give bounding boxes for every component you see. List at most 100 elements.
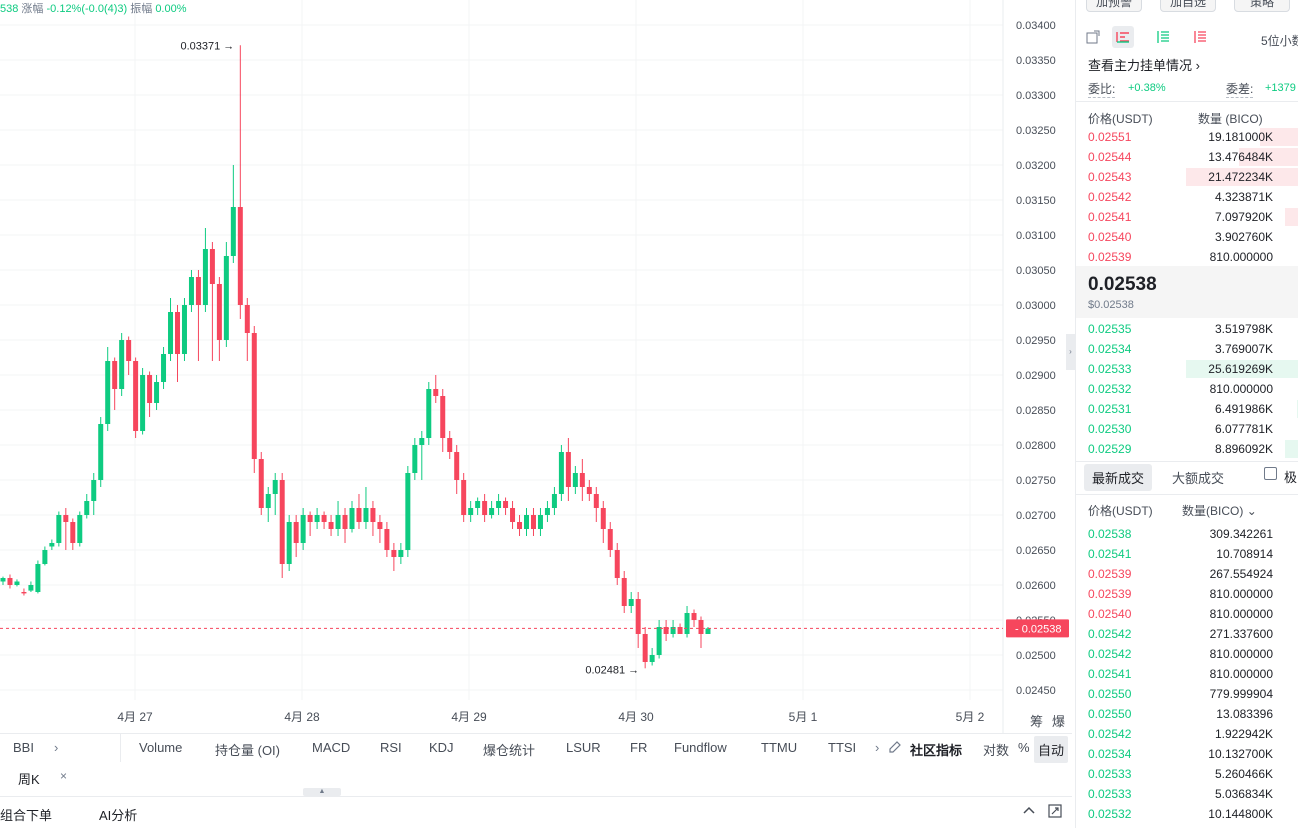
- orderbook-asks-icon[interactable]: [1193, 30, 1207, 47]
- edit-icon[interactable]: [889, 741, 901, 756]
- percent-scale-toggle[interactable]: %: [1018, 740, 1030, 755]
- extreme-checkbox[interactable]: [1264, 467, 1277, 480]
- ask-row[interactable]: 0.02551 19.181000K: [1076, 127, 1298, 147]
- bid-row[interactable]: 0.02529 8.896092K: [1076, 439, 1298, 459]
- candle-body: [363, 508, 369, 522]
- trade-price: 0.02542: [1088, 727, 1132, 741]
- bid-row[interactable]: 0.02531 6.491986K: [1076, 399, 1298, 419]
- community-indicators[interactable]: 社区指标: [910, 743, 963, 758]
- bid-row[interactable]: 0.02533 25.619269K: [1076, 359, 1298, 379]
- order-quantity: 3.902760K: [1214, 230, 1273, 244]
- quantity-column-header: 数量 (BICO): [1198, 112, 1263, 126]
- x-tick-label: 4月 30: [618, 710, 654, 724]
- log-scale-toggle[interactable]: 对数: [983, 743, 1010, 758]
- orderbook-default-icon[interactable]: [1112, 26, 1134, 48]
- ask-row[interactable]: 0.02542 4.323871K: [1076, 187, 1298, 207]
- combo-order-tab[interactable]: 组合下单: [0, 808, 53, 823]
- candle-body: [154, 382, 160, 403]
- y-tick-label: 0.03250: [1016, 125, 1056, 137]
- indicator-8[interactable]: Fundflow: [674, 740, 727, 755]
- amplitude-label: 振幅: [130, 3, 153, 15]
- precision-select[interactable]: 5位小数: [1261, 34, 1298, 48]
- panel-collapse-handle[interactable]: ▲: [303, 788, 341, 796]
- add-alert-button[interactable]: 加预警: [1086, 0, 1142, 12]
- indicator-4[interactable]: KDJ: [429, 740, 454, 755]
- trade-row: 0.02550 779.999904: [1076, 684, 1298, 704]
- y-tick-label: 0.02900: [1016, 370, 1056, 382]
- extreme-label: 极: [1284, 470, 1298, 485]
- trade-qty-header-label: 数量(BICO): [1182, 504, 1244, 518]
- candle-body: [496, 501, 502, 508]
- candle-body: [279, 480, 285, 564]
- chevron-up-icon[interactable]: [1022, 804, 1036, 821]
- indicator-2[interactable]: MACD: [312, 740, 351, 755]
- ask-row[interactable]: 0.02539 810.000000: [1076, 247, 1298, 267]
- bid-row[interactable]: 0.02534 3.769007K: [1076, 339, 1298, 359]
- bid-ask-diff-value: +1379: [1265, 82, 1296, 94]
- ask-row[interactable]: 0.02541 7.097920K: [1076, 207, 1298, 227]
- candle-body: [670, 627, 676, 634]
- candle-body: [349, 508, 355, 529]
- main-orders-label: 查看主力挂单情况: [1088, 58, 1193, 73]
- candle-body: [265, 494, 271, 508]
- orderbook-bids-icon[interactable]: [1156, 30, 1170, 47]
- add-favorite-button[interactable]: 加自选: [1160, 0, 1216, 12]
- orderbook-both-icon[interactable]: [1086, 30, 1100, 47]
- auto-scale-toggle[interactable]: 自动: [1034, 736, 1069, 763]
- tab-large-trades[interactable]: 大额成交: [1172, 471, 1225, 486]
- x-tick-label: 4月 27: [117, 710, 153, 724]
- trade-price: 0.02539: [1088, 587, 1132, 601]
- candle-body: [524, 515, 529, 529]
- expand-icon[interactable]: [1048, 804, 1062, 821]
- x-tick-label: 4月 28: [284, 710, 320, 724]
- indicator-3[interactable]: RSI: [380, 740, 402, 755]
- candle-body: [426, 389, 432, 438]
- trade-price: 0.02540: [1088, 607, 1132, 621]
- candle-body: [202, 249, 208, 305]
- candle-body: [419, 438, 425, 445]
- strategy-button[interactable]: 策略: [1234, 0, 1290, 12]
- indicator-bbi[interactable]: BBI: [13, 740, 34, 755]
- depth-bar: [1285, 208, 1298, 226]
- chip-distribution-button[interactable]: 筹: [1030, 714, 1044, 729]
- liquidation-button[interactable]: 爆: [1052, 714, 1066, 729]
- candlestick-chart[interactable]: 0.03400 0.03350 0.03300 0.03250 0.03200 0.031…: [0, 0, 1072, 733]
- tab-latest-trades[interactable]: 最新成交: [1084, 464, 1153, 491]
- indicator-7[interactable]: FR: [630, 740, 648, 755]
- bid-row[interactable]: 0.02532 810.000000: [1076, 379, 1298, 399]
- high-price-label: 0.03371 →: [180, 40, 234, 52]
- more-indicators-chevron-icon[interactable]: ›: [875, 740, 880, 755]
- candle-body: [14, 581, 20, 585]
- ai-analysis-tab[interactable]: AI分析: [99, 808, 138, 823]
- chevron-right-icon[interactable]: ›: [54, 740, 59, 755]
- indicator-6[interactable]: LSUR: [566, 740, 601, 755]
- main-orders-link[interactable]: 查看主力挂单情况 ›: [1088, 58, 1200, 73]
- trade-qty-header[interactable]: 数量(BICO) ⌄: [1182, 502, 1257, 519]
- indicator-0[interactable]: Volume: [139, 740, 183, 755]
- depth-bar: [1259, 128, 1298, 146]
- chart-area[interactable]: 0.03400 0.03350 0.03300 0.03250 0.03200 0.031…: [0, 0, 1072, 828]
- indicator-10[interactable]: TTSI: [828, 740, 857, 755]
- order-price: 0.02551: [1088, 130, 1132, 144]
- indicator-5[interactable]: 爆仓统计: [483, 743, 536, 758]
- ask-row[interactable]: 0.02540 3.902760K: [1076, 227, 1298, 247]
- candle-body: [321, 515, 327, 522]
- trade-row: 0.02550 13.083396: [1076, 704, 1298, 724]
- order-quantity: 8.896092K: [1214, 442, 1273, 456]
- indicator-9[interactable]: TTMU: [761, 740, 798, 755]
- candle-body: [391, 550, 397, 557]
- candle-body: [209, 249, 215, 284]
- candle-body: [161, 354, 167, 382]
- ask-row[interactable]: 0.02544 13.476484K: [1076, 147, 1298, 167]
- indicator-1[interactable]: 持仓量 (OI): [215, 743, 280, 758]
- timeframe-tag[interactable]: 周K: [18, 772, 40, 787]
- y-tick-label: 0.03350: [1016, 55, 1056, 67]
- bid-row[interactable]: 0.02530 6.077781K: [1076, 419, 1298, 439]
- bid-ask-ratio-value: +0.38%: [1128, 82, 1166, 94]
- bid-row[interactable]: 0.02535 3.519798K: [1076, 319, 1298, 339]
- ask-row[interactable]: 0.02543 21.472234K: [1076, 167, 1298, 187]
- candle-body: [551, 494, 557, 508]
- side-collapse-handle[interactable]: ›: [1066, 334, 1075, 370]
- divider: [1076, 494, 1298, 495]
- close-icon[interactable]: ×: [60, 769, 68, 783]
